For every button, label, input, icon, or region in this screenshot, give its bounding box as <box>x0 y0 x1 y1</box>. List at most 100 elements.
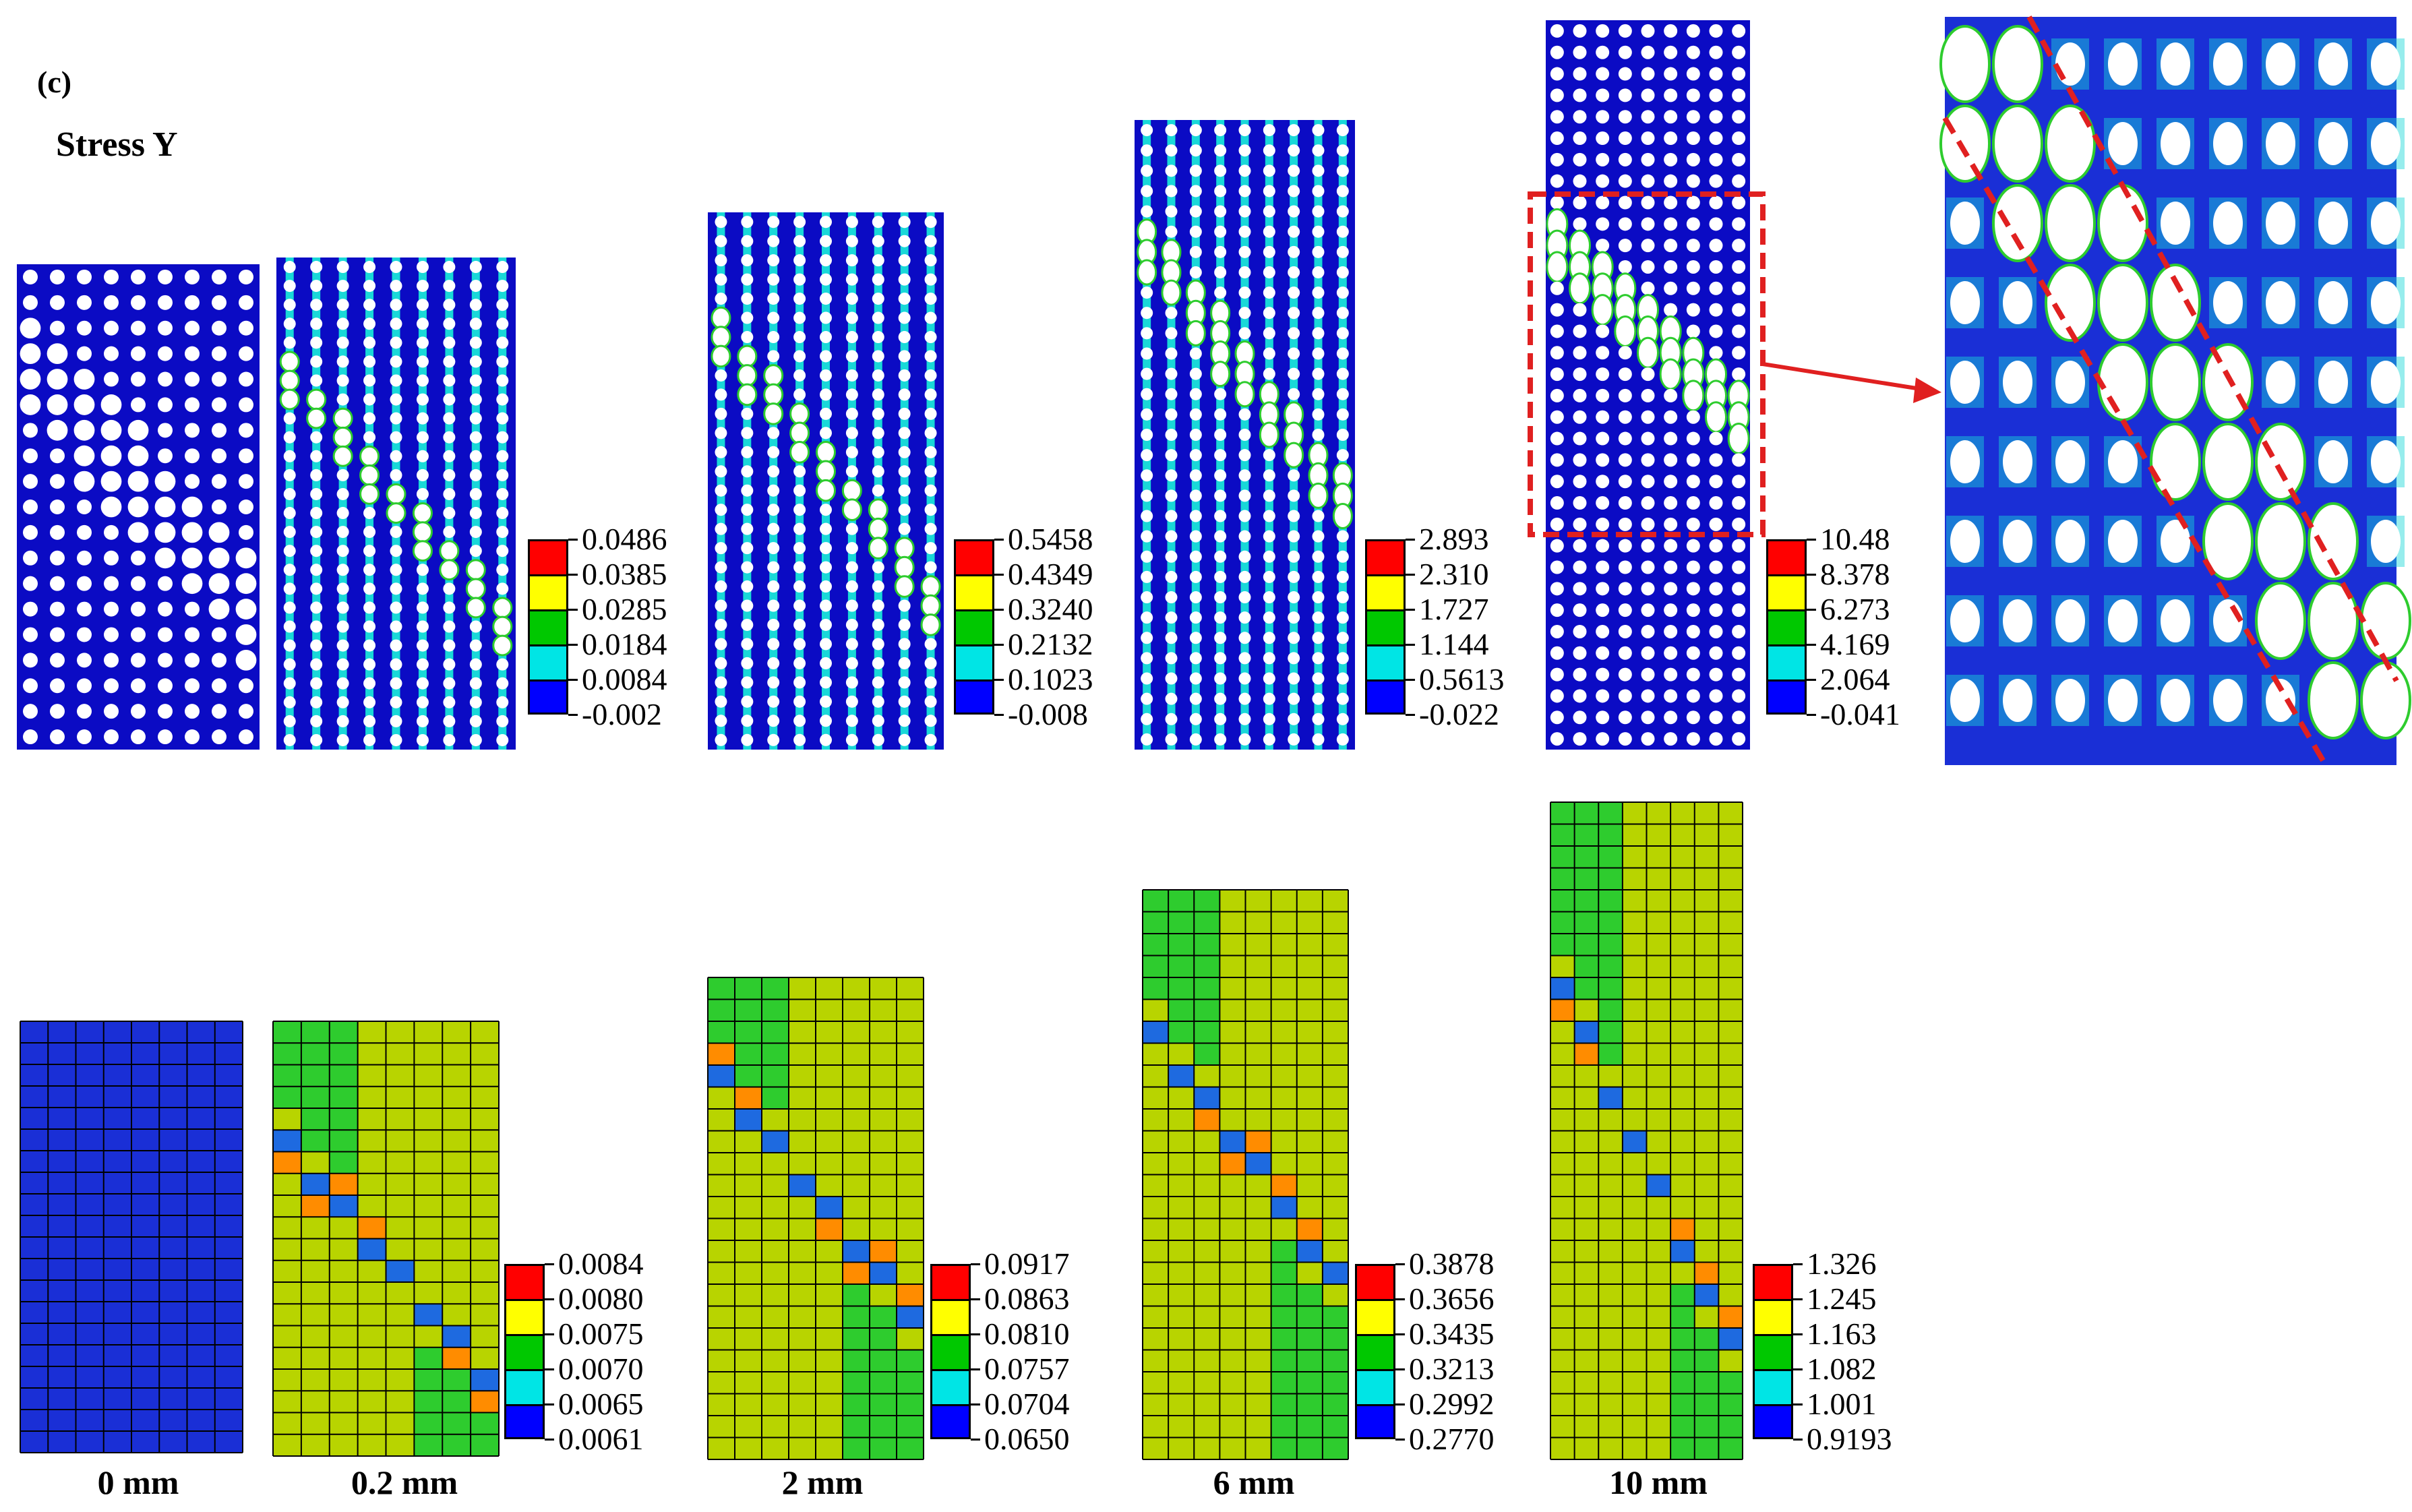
pore <box>1312 347 1325 360</box>
pore <box>898 484 911 497</box>
enlarged-pore <box>181 573 203 595</box>
pore <box>820 695 832 708</box>
pore <box>1336 652 1349 665</box>
pore <box>924 369 937 382</box>
mesh-element <box>1271 1306 1297 1328</box>
mesh-element <box>329 1108 358 1130</box>
mesh-element <box>329 1369 358 1391</box>
mesh-element <box>789 1393 816 1416</box>
enlarged-pore <box>47 419 68 441</box>
mesh-element <box>1194 999 1220 1021</box>
pore <box>336 733 349 746</box>
pore <box>1288 307 1300 320</box>
mesh-element <box>1245 1043 1271 1065</box>
legend-label: 0.0184 <box>582 627 667 661</box>
pore <box>1618 431 1632 446</box>
pore <box>741 695 754 708</box>
legend-label: 0.0704 <box>984 1387 1070 1421</box>
pore <box>1550 539 1564 553</box>
pore <box>1141 144 1153 157</box>
pore <box>1709 45 1723 59</box>
pore <box>2371 281 2401 324</box>
pore <box>390 374 402 387</box>
pore <box>872 561 884 574</box>
pore <box>469 450 482 462</box>
mesh-element <box>1622 824 1647 846</box>
pore <box>1312 205 1325 218</box>
mesh-element <box>187 1410 215 1431</box>
pore <box>1709 582 1723 596</box>
pore <box>1336 550 1349 563</box>
enlarged-pore <box>711 306 731 330</box>
mesh-element <box>1670 846 1695 868</box>
mesh-element <box>386 1412 415 1434</box>
mesh-element <box>357 1086 386 1108</box>
pore <box>212 729 227 745</box>
mesh-element <box>301 1347 330 1369</box>
mesh-element <box>1694 1350 1719 1372</box>
zoom-arrow-line <box>1762 362 1925 392</box>
pore <box>845 293 858 305</box>
mesh-element <box>1670 1174 1695 1197</box>
pore <box>1165 672 1178 685</box>
mesh-element <box>789 1284 816 1306</box>
pore <box>212 500 227 514</box>
pore <box>872 599 884 612</box>
mesh-element <box>1194 1416 1220 1438</box>
mesh-element <box>1574 999 1599 1021</box>
pore <box>1141 591 1153 604</box>
legend-label: 0.2770 <box>1409 1422 1495 1456</box>
mesh-element <box>1694 1218 1719 1240</box>
pore <box>1288 225 1300 238</box>
pore <box>469 733 482 746</box>
pore <box>741 427 754 440</box>
pore <box>845 580 858 593</box>
pore <box>212 295 227 310</box>
pore <box>820 638 832 651</box>
mesh-element <box>1694 1153 1719 1175</box>
mesh-element <box>187 1043 215 1064</box>
enlarged-pore <box>386 502 406 524</box>
pore <box>1641 24 1655 38</box>
mesh-element <box>1550 1021 1575 1044</box>
mesh-element <box>1271 1328 1297 1350</box>
mesh-element <box>843 1393 870 1416</box>
pore <box>1165 652 1178 665</box>
pore <box>1686 453 1700 467</box>
pore <box>1573 110 1587 124</box>
pore <box>1336 408 1349 421</box>
enlarged-pore <box>2255 502 2306 580</box>
pore <box>1141 530 1153 543</box>
pore <box>469 374 482 387</box>
pore <box>336 545 349 557</box>
pore <box>1141 570 1153 583</box>
mesh-element <box>357 1195 386 1217</box>
mesh-element <box>329 1173 358 1195</box>
pore <box>1189 347 1202 360</box>
pore <box>1732 195 1746 210</box>
mesh-element <box>1646 1372 1671 1394</box>
pore <box>1214 733 1227 746</box>
legend-swatch <box>528 609 568 644</box>
mesh-element <box>103 1151 131 1172</box>
pore <box>1141 652 1153 665</box>
pore <box>363 601 376 614</box>
pore <box>820 561 832 574</box>
pore <box>767 638 780 651</box>
pore <box>1312 307 1325 320</box>
mesh-element <box>1598 1372 1623 1394</box>
pore <box>1641 431 1655 446</box>
mesh-element <box>1322 1174 1348 1197</box>
pore <box>23 269 38 284</box>
pore <box>741 561 754 574</box>
pore <box>1550 67 1564 81</box>
mesh-element <box>1143 1350 1169 1372</box>
pore <box>924 522 937 535</box>
mesh-element <box>214 1237 243 1259</box>
pore <box>1165 307 1178 320</box>
mesh-element <box>1296 1197 1323 1219</box>
mesh-element <box>273 1217 301 1239</box>
pore <box>898 331 911 344</box>
pore <box>1189 530 1202 543</box>
pore <box>2318 42 2348 86</box>
